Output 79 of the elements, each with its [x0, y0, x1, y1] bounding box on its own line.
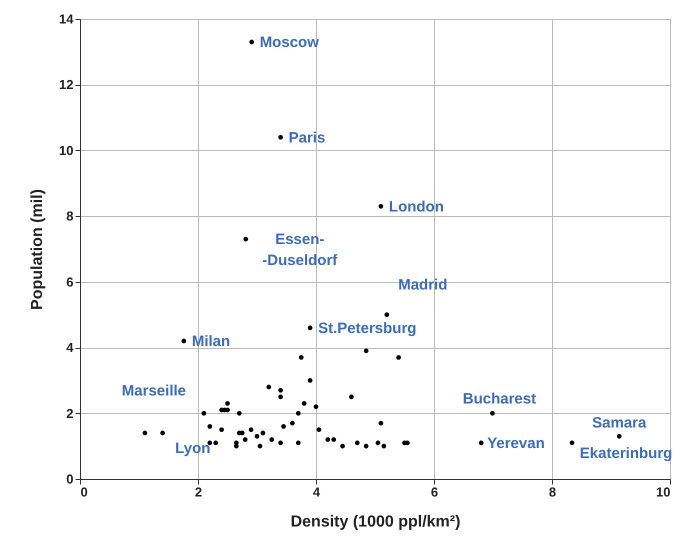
point — [278, 394, 283, 400]
x-tick-label: 0 — [80, 484, 88, 500]
annotation: Moscow — [260, 34, 320, 51]
y-tick-label: 2 — [66, 406, 74, 421]
point — [364, 348, 368, 354]
point — [364, 444, 368, 448]
point — [376, 440, 380, 446]
point — [405, 440, 410, 446]
y-tick-label: 6 — [66, 274, 74, 290]
point — [331, 437, 336, 442]
point — [278, 388, 283, 393]
point — [384, 312, 390, 318]
x-tick-label: 6 — [430, 484, 438, 500]
point — [396, 355, 401, 360]
annotation: London — [388, 198, 444, 216]
point — [225, 401, 230, 406]
point — [266, 384, 272, 390]
point — [242, 437, 248, 442]
point — [316, 427, 322, 432]
point — [378, 420, 384, 426]
annotation: Lyon — [175, 440, 210, 457]
y-tick-label: 14 — [59, 12, 74, 26]
point — [290, 420, 295, 426]
point — [181, 338, 186, 344]
y-tick-label: 0 — [66, 472, 74, 486]
point — [314, 404, 318, 410]
y-tick-label: 4 — [66, 340, 74, 356]
x-axis-title: Density (1000 ppl/km²) — [290, 514, 460, 530]
point — [382, 444, 386, 448]
annotation: St.Petersburg — [318, 320, 416, 337]
point — [269, 437, 274, 442]
point — [490, 410, 495, 416]
point — [296, 410, 301, 416]
point — [243, 236, 248, 242]
point — [340, 444, 345, 448]
x-tick-label: 10 — [656, 484, 670, 500]
point — [296, 440, 301, 446]
annotation: Bucharest — [462, 390, 536, 408]
x-tick-label: 2 — [194, 484, 202, 500]
point — [207, 424, 212, 429]
y-tick-label: 10 — [59, 142, 74, 158]
annotation: Madrid — [398, 276, 448, 294]
point — [142, 430, 148, 436]
point — [260, 430, 266, 436]
point — [278, 134, 283, 140]
annotation: Samara — [592, 414, 648, 432]
x-tick-label: 8 — [548, 484, 556, 500]
annotation: Essen- -Duseldorf — [262, 231, 338, 270]
point — [281, 424, 286, 429]
point — [254, 434, 260, 439]
point — [213, 440, 218, 446]
y-tick-label: 8 — [66, 208, 74, 224]
point — [298, 355, 304, 360]
point — [308, 378, 312, 383]
annotation: Ekaterinburg — [580, 444, 672, 462]
annotation: Marseille — [122, 382, 186, 400]
point — [236, 410, 242, 416]
y-tick-label: 12 — [59, 77, 74, 92]
point — [378, 204, 384, 209]
point — [325, 437, 330, 442]
x-tick-label: 4 — [312, 484, 321, 500]
point — [349, 394, 354, 400]
point — [160, 430, 165, 436]
point — [308, 326, 312, 330]
point — [202, 410, 206, 416]
point — [354, 440, 360, 446]
point — [219, 427, 224, 432]
annotation: Yerevan — [487, 434, 545, 452]
point — [258, 444, 262, 448]
point — [249, 40, 254, 44]
y-axis-title: Population (mil) — [29, 189, 46, 310]
point — [570, 440, 574, 446]
annotation: Milan — [192, 333, 230, 350]
annotation: Paris — [288, 129, 326, 146]
point — [302, 401, 307, 406]
point — [616, 434, 622, 439]
point — [248, 427, 254, 432]
point — [278, 440, 283, 446]
point — [478, 440, 484, 446]
